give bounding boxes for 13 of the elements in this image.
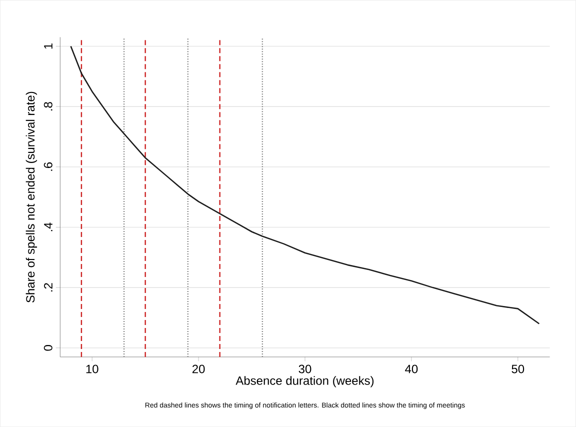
x-tick-label: 30	[298, 364, 312, 374]
x-tick-label: 50	[512, 364, 524, 374]
x-tick-label: 20	[192, 364, 205, 374]
y-axis-title: Share of spells not ended (survival rate)	[26, 92, 38, 302]
y-tick-label: .6	[44, 162, 52, 171]
y-tick-label: .8	[44, 102, 52, 110]
y-tick-label: .2	[44, 283, 52, 292]
x-tick-label: 40	[405, 364, 418, 374]
y-tick-label: 1	[44, 43, 52, 49]
x-axis-title: Absence duration (weeks)	[236, 376, 374, 388]
x-tick-label: 10	[86, 364, 98, 374]
y-tick-label: .4	[44, 222, 52, 232]
y-tick-label: 0	[44, 344, 52, 351]
